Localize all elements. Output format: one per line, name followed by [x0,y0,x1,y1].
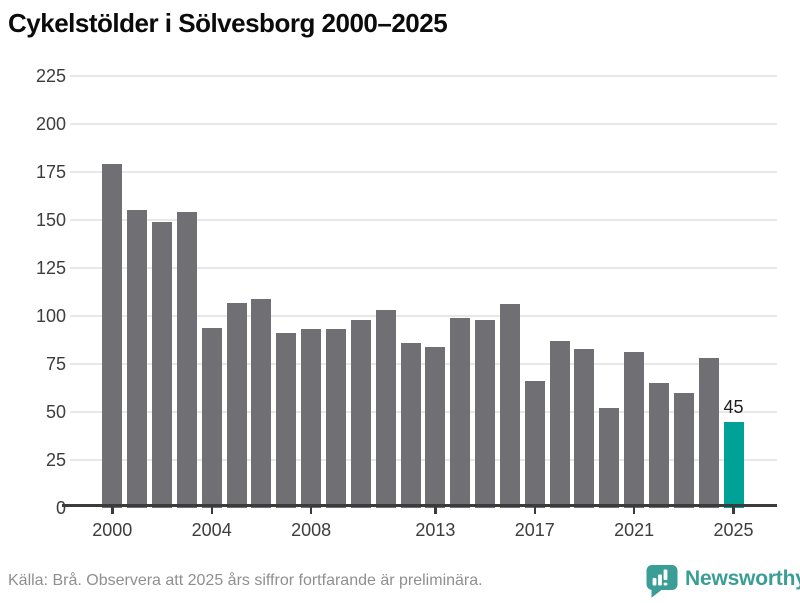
x-tick [732,507,735,514]
y-axis-label: 150 [35,210,66,230]
x-axis-label: 2008 [291,520,332,540]
bar-2017 [524,381,545,508]
bar-2001 [127,210,148,508]
y-axis-label: 125 [35,258,66,278]
newsworthy-logo: Newsworthy [645,563,800,599]
y-axis-label: 200 [35,114,66,134]
bar-2002 [152,221,172,508]
y-axis-label: 0 [55,498,66,518]
gridline [70,267,777,269]
bar-2007 [276,333,297,508]
bar-value-label: 45 [723,396,744,417]
bar-2013 [425,346,446,508]
x-axis-label: 2025 [713,520,754,540]
bar-2011 [375,310,396,508]
x-tick [434,507,437,514]
x-axis-line [62,504,777,507]
bar-2021 [624,352,645,508]
y-axis-label: 75 [45,354,66,374]
gridline [70,219,777,221]
y-axis-label: 25 [45,450,66,470]
gridline [70,75,777,77]
newsworthy-speech-bubble-chart-icon [645,564,679,603]
bar-2018 [549,340,570,508]
x-axis-label: 2021 [614,520,655,540]
bar-2010 [350,319,371,508]
gridline [70,363,777,365]
bar-2006 [251,298,272,508]
bar-2023 [673,392,694,508]
y-axis-label: 50 [45,402,66,422]
gridline [70,171,777,173]
bar-2012 [400,342,421,508]
bar-2004 [201,327,222,508]
bar-2000 [102,164,123,508]
bar-2003 [176,212,197,508]
bar-2016 [499,304,520,508]
x-axis-label: 2017 [514,520,555,540]
x-tick [111,507,114,514]
x-tick [533,507,537,514]
bar-2024 [698,358,719,508]
bar-2025 [723,421,744,508]
x-axis-label: 2013 [415,520,456,540]
source-note: Källa: Brå. Observera att 2025 års siffr… [8,572,483,589]
bar-2020 [599,408,620,508]
gridline [70,459,777,461]
bar-2015 [475,319,496,508]
newsworthy-logo-text: Newsworthy [685,567,800,590]
y-axis-label: 100 [35,306,66,326]
x-axis-label: 2000 [92,520,133,540]
bar-2009 [325,329,346,508]
bar-2022 [649,383,669,508]
bar-2014 [450,317,471,508]
x-tick [309,507,313,514]
y-axis-label: 225 [35,66,66,86]
gridline [70,411,777,413]
x-tick [210,507,213,514]
bar-2008 [301,329,322,508]
x-axis-label: 2004 [191,520,232,540]
x-tick [632,507,636,514]
gridline [70,315,777,317]
gridline [70,123,777,125]
y-axis-label: 175 [35,162,66,182]
bar-2005 [226,302,247,508]
bar-2019 [574,348,595,508]
chart-title: Cykelstölder i Sölvesborg 2000–2025 [8,8,448,38]
